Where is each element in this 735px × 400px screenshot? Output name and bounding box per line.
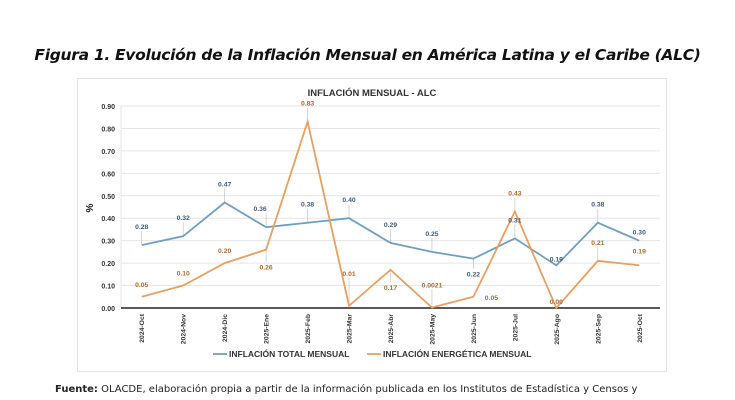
legend-label-total: INFLACIÓN TOTAL MENSUAL [229, 348, 349, 359]
data-label: 0.83 [301, 101, 314, 108]
data-label: 0.47 [218, 182, 231, 189]
data-label: 0.20 [218, 248, 231, 255]
x-tick-label: 2025-Oct [637, 313, 644, 342]
data-label: 0.25 [425, 231, 438, 238]
data-label: 0.21 [591, 240, 604, 247]
data-label: 0.05 [485, 295, 498, 302]
source-note: Fuente: OLACDE, elaboración propia a par… [55, 384, 637, 395]
x-tick-label: 2025-Jun [471, 314, 478, 343]
series-line-energy [141, 118, 640, 310]
x-tick-label: 2025-Feb [305, 314, 312, 343]
x-tick-label: 2025-Mar [347, 314, 354, 344]
y-tick-label: 0.50 [101, 194, 115, 201]
data-label: 0.01 [342, 271, 355, 278]
y-tick-label: 0.10 [101, 284, 115, 291]
y-tick-label: 0.60 [101, 171, 115, 178]
data-label: 0.40 [342, 197, 355, 204]
data-label: 0.36 [253, 206, 266, 213]
data-label: 0.38 [591, 202, 604, 209]
data-label: 0.31 [508, 217, 521, 224]
series-line-total [141, 201, 640, 267]
y-tick-label: 0.40 [101, 216, 115, 223]
data-label: 0.22 [467, 272, 480, 279]
data-label: 0.19 [633, 248, 646, 255]
x-tick-label: 2024-Dic [222, 314, 229, 342]
y-tick-label: 0.90 [101, 104, 115, 111]
data-label: 0.26 [259, 265, 272, 272]
data-label: 0.05 [135, 282, 148, 289]
data-label: 0.0021 [422, 283, 443, 290]
data-label: 0.10 [177, 271, 190, 278]
data-label: 0.32 [177, 215, 190, 222]
x-tick-label: 2025-Ago [554, 314, 561, 345]
data-label: 0.29 [384, 222, 397, 229]
source-text: OLACDE, elaboración propia a partir de l… [97, 384, 638, 395]
x-tick-label: 2024-Nov [181, 314, 188, 344]
y-axis-label: % [85, 203, 96, 212]
x-tick-label: 2025-Sep [595, 314, 602, 344]
x-tick-label: 2025-May [429, 314, 436, 345]
y-tick-label: 0.20 [101, 261, 115, 268]
data-label: 0.28 [135, 224, 148, 231]
chart-title: INFLACIÓN MENSUAL - ALC [308, 87, 437, 99]
legend-label-energy: INFLACIÓN ENERGÉTICA MENSUAL [383, 348, 531, 359]
source-label: Fuente: [55, 384, 98, 395]
y-tick-label: 0.70 [101, 149, 115, 156]
x-tick-label: 2024-Oct [139, 313, 146, 342]
data-label: 0.43 [508, 190, 521, 197]
x-tick-label: 2025-Abr [388, 314, 395, 343]
data-label: 0.19 [550, 256, 563, 263]
chart-frame [77, 78, 667, 372]
x-tick-label: 2025-Ene [264, 314, 271, 344]
y-tick-label: 0.30 [101, 239, 115, 246]
y-tick-label: 0.00 [101, 306, 115, 313]
x-tick-label: 2025-Jul [512, 314, 519, 341]
data-label: 0.38 [301, 202, 314, 209]
data-label: 0.17 [384, 285, 397, 292]
data-label: 0.00 [550, 299, 563, 306]
data-label: 0.30 [633, 230, 646, 237]
figure-title: Figura 1. Evolución de la Inflación Mens… [34, 46, 701, 64]
y-tick-label: 0.80 [101, 126, 115, 133]
